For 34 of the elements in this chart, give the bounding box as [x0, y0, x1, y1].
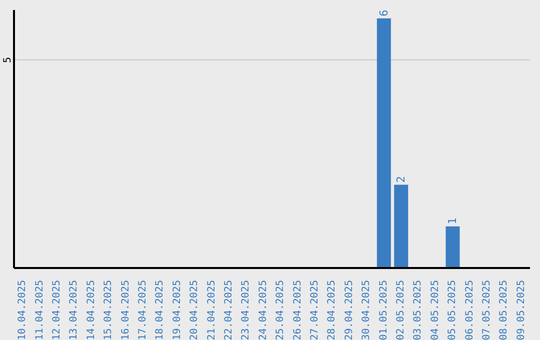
x-tick-label: 04.05.2025 [430, 280, 441, 340]
x-tick-label: 24.04.2025 [258, 280, 269, 340]
x-tick-label: 05.05.2025 [447, 280, 458, 340]
x-tick-label: 03.05.2025 [412, 280, 424, 340]
x-tick-label: 30.04.2025 [361, 280, 372, 340]
x-tick-label: 28.04.2025 [326, 280, 338, 340]
x-tick-label: 29.04.2025 [344, 280, 355, 340]
x-tick-label: 02.05.2025 [396, 280, 406, 340]
data-label: 1 [446, 218, 460, 224]
x-tick-label: 21.04.2025 [206, 280, 218, 340]
x-tick-label: 17.04.2025 [138, 280, 148, 340]
x-tick-label: 18.04.2025 [154, 280, 166, 340]
x-tick-label: 25.04.2025 [275, 280, 286, 340]
x-tick-label: 27.04.2025 [310, 280, 320, 340]
y-tick-label: 5 [2, 56, 14, 63]
x-tick-label: 06.05.2025 [464, 280, 476, 340]
x-tick-label: 19.04.2025 [172, 280, 183, 340]
x-tick-label: 08.05.2025 [498, 280, 510, 340]
x-tick-label: 09.05.2025 [516, 280, 527, 340]
data-label: 2 [394, 176, 408, 183]
x-tick-label: 12.04.2025 [52, 280, 62, 340]
x-tick-label: 01.05.2025 [378, 280, 390, 340]
x-tick-label: 13.04.2025 [68, 280, 80, 340]
data-label: 6 [377, 10, 390, 16]
x-tick-label: 10.04.2025 [17, 280, 28, 340]
x-tick-label: 20.04.2025 [189, 280, 200, 340]
x-tick-label: 11.04.2025 [34, 280, 46, 340]
x-tick-label: 16.04.2025 [120, 280, 132, 340]
x-tick-label: 14.04.2025 [86, 280, 97, 340]
x-tick-label: 07.05.2025 [482, 280, 492, 340]
x-tick-label: 23.04.2025 [240, 280, 252, 340]
x-tick-label: 26.04.2025 [292, 280, 304, 340]
x-tick-label: 22.04.2025 [224, 280, 234, 340]
x-tick-label: 15.04.2025 [103, 280, 114, 340]
